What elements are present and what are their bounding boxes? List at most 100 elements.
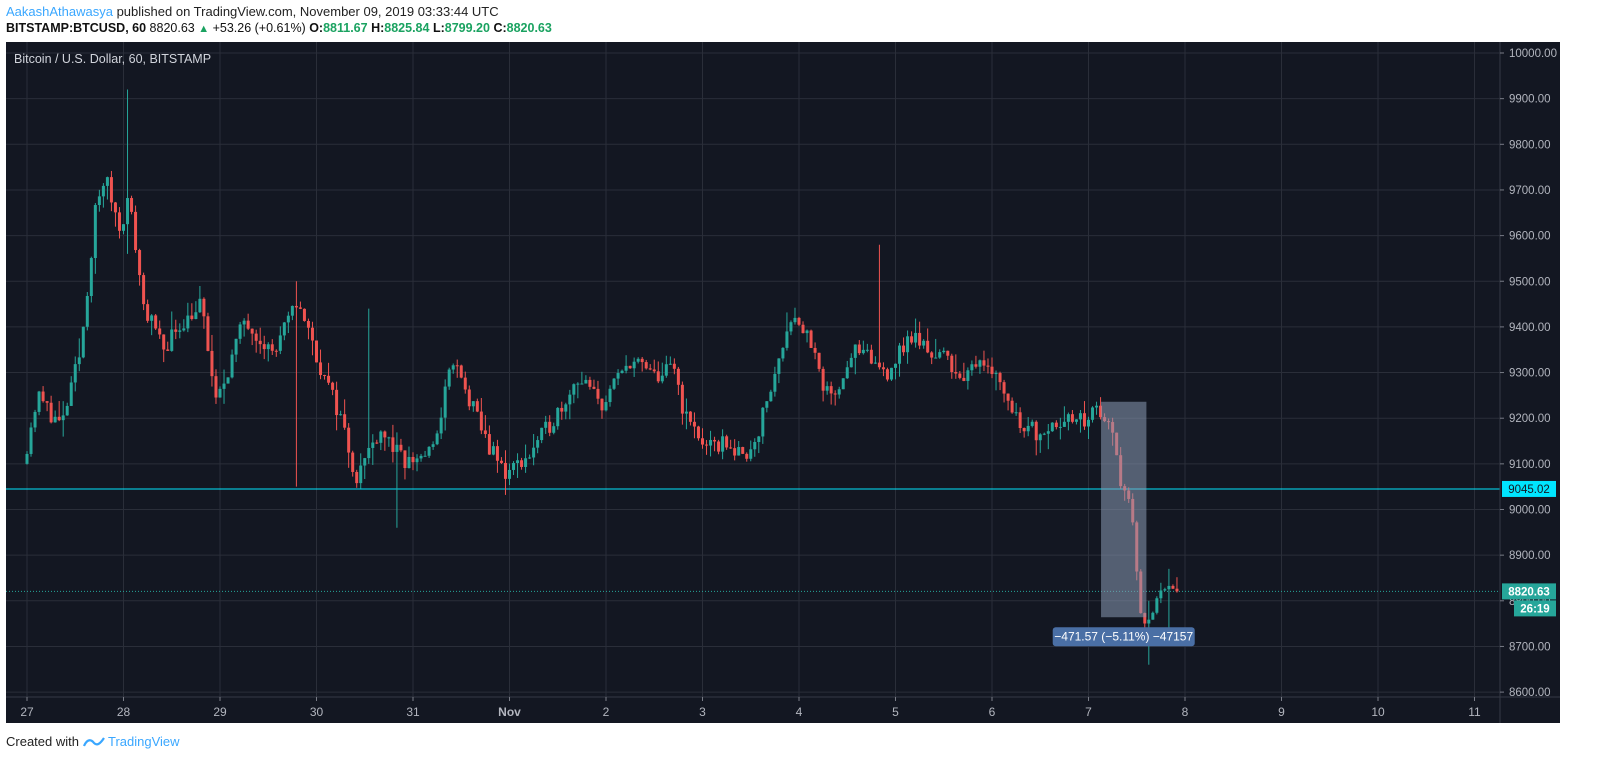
candle-body [962,377,966,381]
candle-body [134,211,138,251]
candle-body [652,369,656,372]
candle-body [1147,619,1151,624]
candle-body [994,373,998,375]
candle-body [709,439,713,446]
x-tick-label: 4 [796,705,803,719]
candle-body [524,458,528,467]
publish-info: AakashAthawasya published on TradingView… [6,4,499,19]
time-axis[interactable]: 27 28 29 30 31 Nov 2 3 4 5 6 7 8 9 10 11 [20,697,1481,719]
candle-body [262,344,266,350]
x-tick-label: 30 [310,705,324,719]
x-tick-label: 8 [1182,705,1189,719]
candle-body [918,332,922,346]
candle-body [331,382,335,390]
candle-body [584,379,588,384]
candle-body [246,320,250,329]
candle-body [894,363,897,368]
candle-body [753,442,757,450]
candle-body [648,368,652,370]
candle-body [1099,405,1103,418]
candle-body [680,384,684,414]
y-tick-label: 9000.00 [1509,505,1551,517]
candle-body [644,362,648,369]
candle-body [701,438,704,445]
candle-body [41,391,45,402]
candle-body [101,185,105,197]
candle-body [503,462,507,479]
horizontal-line-group[interactable] [6,488,1500,592]
candle-body [970,364,974,371]
candle-body [881,367,885,370]
candle-body [73,364,77,383]
created-with-text: Created with [6,734,79,749]
candle-body [1010,400,1014,413]
candle-body [508,469,511,479]
candle-body [922,340,926,346]
tradingview-brand: TradingView [107,734,180,749]
candle-body [302,308,306,321]
candle-body [97,196,101,206]
candle-body [608,388,612,403]
candle-body [415,458,419,463]
y-tick-label: 9300.00 [1509,368,1551,380]
x-tick-label: 29 [213,705,227,719]
candle-body [781,347,785,359]
candle-body [186,315,190,329]
candle-body [323,375,327,377]
candle-body [640,358,644,363]
candle-body [113,202,117,213]
candle-body [1006,393,1010,401]
x-tick-label: 31 [406,705,420,719]
candle-body [914,332,918,343]
candle-body [733,448,737,456]
y-tick-label: 9200.00 [1509,413,1551,425]
candle-body [463,377,467,390]
candle-body [676,368,680,385]
candle-body [548,421,552,433]
candle-body [379,431,383,443]
candle-body [544,421,548,428]
candle-body [556,407,560,427]
candle-body [684,411,688,414]
price-axis[interactable]: 10000.00 9900.00 9800.00 9700.00 9600.00 9500… [1500,48,1557,699]
candle-body [745,453,749,459]
low-value: 8799.20 [444,21,490,35]
candle-body [93,205,97,259]
candle-body [407,456,411,469]
candle-body [1062,421,1066,427]
high-value: 8825.84 [384,21,430,35]
candle-body [656,371,660,382]
candle-body [902,345,906,353]
candle-body [310,327,314,341]
measurement-group[interactable]: −471.57 (−5.11%) −47157 [1052,401,1195,647]
candle-body [435,433,439,445]
x-tick-label: 6 [989,705,996,719]
candle-body [367,447,371,459]
candle-body [990,366,994,375]
y-tick-label: 8600.00 [1509,687,1551,699]
candle-body [81,326,85,358]
candle-body [126,198,130,225]
candle-body [777,358,781,374]
candle-body [761,407,765,437]
price-change: +53.26 (+0.61%) [212,21,306,35]
author-link[interactable]: AakashAthawasya [6,4,113,19]
candle-body [849,357,853,368]
candle-body [696,426,700,439]
candle-body [938,352,942,358]
candle-body [950,355,954,373]
x-tick-label: Nov [498,705,521,719]
candle-body [725,436,729,448]
candle-body [475,401,479,412]
candle-body [286,315,290,323]
candle-body [65,405,69,416]
candle-body [150,315,154,321]
y-tick-label: 9800.00 [1509,139,1551,151]
tradingview-link[interactable]: TradingView [82,734,180,749]
candle-body [423,455,427,457]
candle-body [797,317,801,325]
candle-body [439,417,443,434]
candle-body [825,386,829,391]
candle-body [845,367,849,379]
